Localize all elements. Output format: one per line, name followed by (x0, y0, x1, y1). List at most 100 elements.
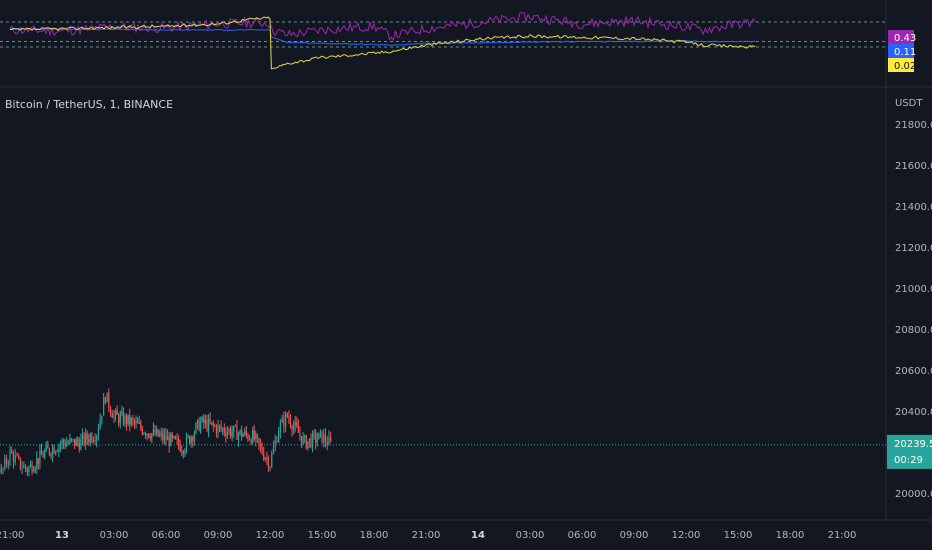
candle-body (315, 433, 317, 443)
candle-body (214, 425, 216, 427)
time-tick: 14 (471, 530, 485, 541)
candle-body (97, 428, 99, 437)
price-tick: 20600.00 (895, 366, 932, 377)
candle-body (25, 465, 27, 469)
candle-body (201, 416, 203, 422)
candle-body (294, 421, 296, 427)
candle-body (204, 420, 206, 424)
time-axis-ticks[interactable]: 21:00 13 03:00 06:00 09:00 12:00 15:00 18:00 21:… (0, 530, 856, 541)
candle-body (228, 429, 230, 433)
candle-body (263, 453, 265, 460)
candle-body (289, 419, 292, 427)
candle-body (319, 430, 322, 433)
candle-body (5, 458, 8, 464)
candle-body (313, 433, 315, 435)
price-tick: 20400.00 (895, 407, 932, 418)
candle-body (178, 438, 180, 446)
candle-body (271, 454, 273, 467)
price-tick: 21000.00 (895, 284, 932, 295)
candle-body (261, 446, 263, 454)
candle-body (61, 440, 63, 445)
candle-body (166, 436, 169, 441)
candle-body (39, 450, 41, 464)
candle-body (281, 418, 283, 423)
candle-body (279, 422, 281, 432)
indicator-tag-label: 0.02 (894, 61, 916, 72)
time-tick: 15:00 (724, 530, 753, 541)
candle-body (21, 467, 23, 469)
candle-body (171, 433, 173, 438)
candle-body (124, 415, 126, 425)
candle-body (272, 447, 275, 455)
candle-body (104, 397, 106, 403)
candle-body (67, 442, 69, 444)
candle-body (159, 434, 161, 437)
indicator-tag-box (888, 30, 914, 44)
candle-body (236, 425, 238, 440)
candle-body (72, 439, 74, 441)
symbol-title[interactable]: Bitcoin / TetherUS, 1, BINANCE (5, 98, 173, 111)
candle-body (141, 428, 143, 434)
candle-body (200, 421, 202, 431)
indicator-line (9, 27, 756, 46)
candle-body (157, 429, 159, 437)
indicator-tag-box (888, 44, 914, 58)
candle-body (286, 413, 288, 417)
candle-body (80, 438, 82, 450)
candle-body (106, 392, 108, 403)
candle-body (144, 433, 147, 436)
time-tick: 18:00 (360, 530, 389, 541)
candle-body (148, 433, 150, 438)
candle-body (55, 451, 57, 454)
candle-body (316, 439, 318, 443)
candle-body (155, 429, 158, 435)
candle-body (318, 432, 320, 440)
candle-body (217, 425, 219, 434)
current-price-tag-box (887, 434, 932, 469)
candle-body (64, 443, 66, 447)
candle-body (62, 440, 65, 444)
candle-body (170, 433, 172, 446)
candle-body (218, 425, 221, 427)
candle-body (230, 429, 232, 437)
candle-body (58, 445, 60, 452)
candle-body (324, 434, 327, 443)
candle-body (127, 414, 129, 425)
candle-body (163, 434, 166, 440)
candle-body (4, 458, 6, 469)
indicator-tag-label: 0.11 (894, 47, 916, 58)
candle-body (116, 410, 118, 415)
price-tick: 21800.00 (895, 120, 932, 131)
price-tick: 21600.00 (895, 161, 932, 172)
time-tick: 21:00 (828, 530, 857, 541)
time-tick: 12:00 (256, 530, 285, 541)
candle-body (137, 421, 139, 424)
candle-body (231, 432, 233, 437)
indicator-series (9, 12, 756, 70)
candle-body (276, 440, 278, 443)
candle-body (195, 423, 197, 434)
candle-body (88, 439, 90, 442)
candle-body (133, 420, 136, 424)
candle-body (267, 458, 270, 468)
candle-body (85, 433, 87, 444)
candle-body (187, 436, 189, 438)
candle-body (28, 466, 30, 473)
candle-body (323, 434, 325, 443)
time-tick: 21:00 (412, 530, 441, 541)
candle-body (283, 418, 285, 427)
candle-body (209, 418, 211, 424)
candle-body (70, 438, 73, 440)
candle-body (45, 445, 47, 452)
candle-body (91, 434, 93, 442)
candle-body (50, 453, 52, 456)
candle-body (151, 433, 153, 439)
candle-body (330, 437, 332, 442)
candle-body (223, 428, 225, 433)
countdown-label: 00:29 (894, 455, 923, 466)
candle-body (130, 418, 132, 425)
candle-body (143, 433, 145, 435)
indicator-tag-box (888, 58, 914, 72)
